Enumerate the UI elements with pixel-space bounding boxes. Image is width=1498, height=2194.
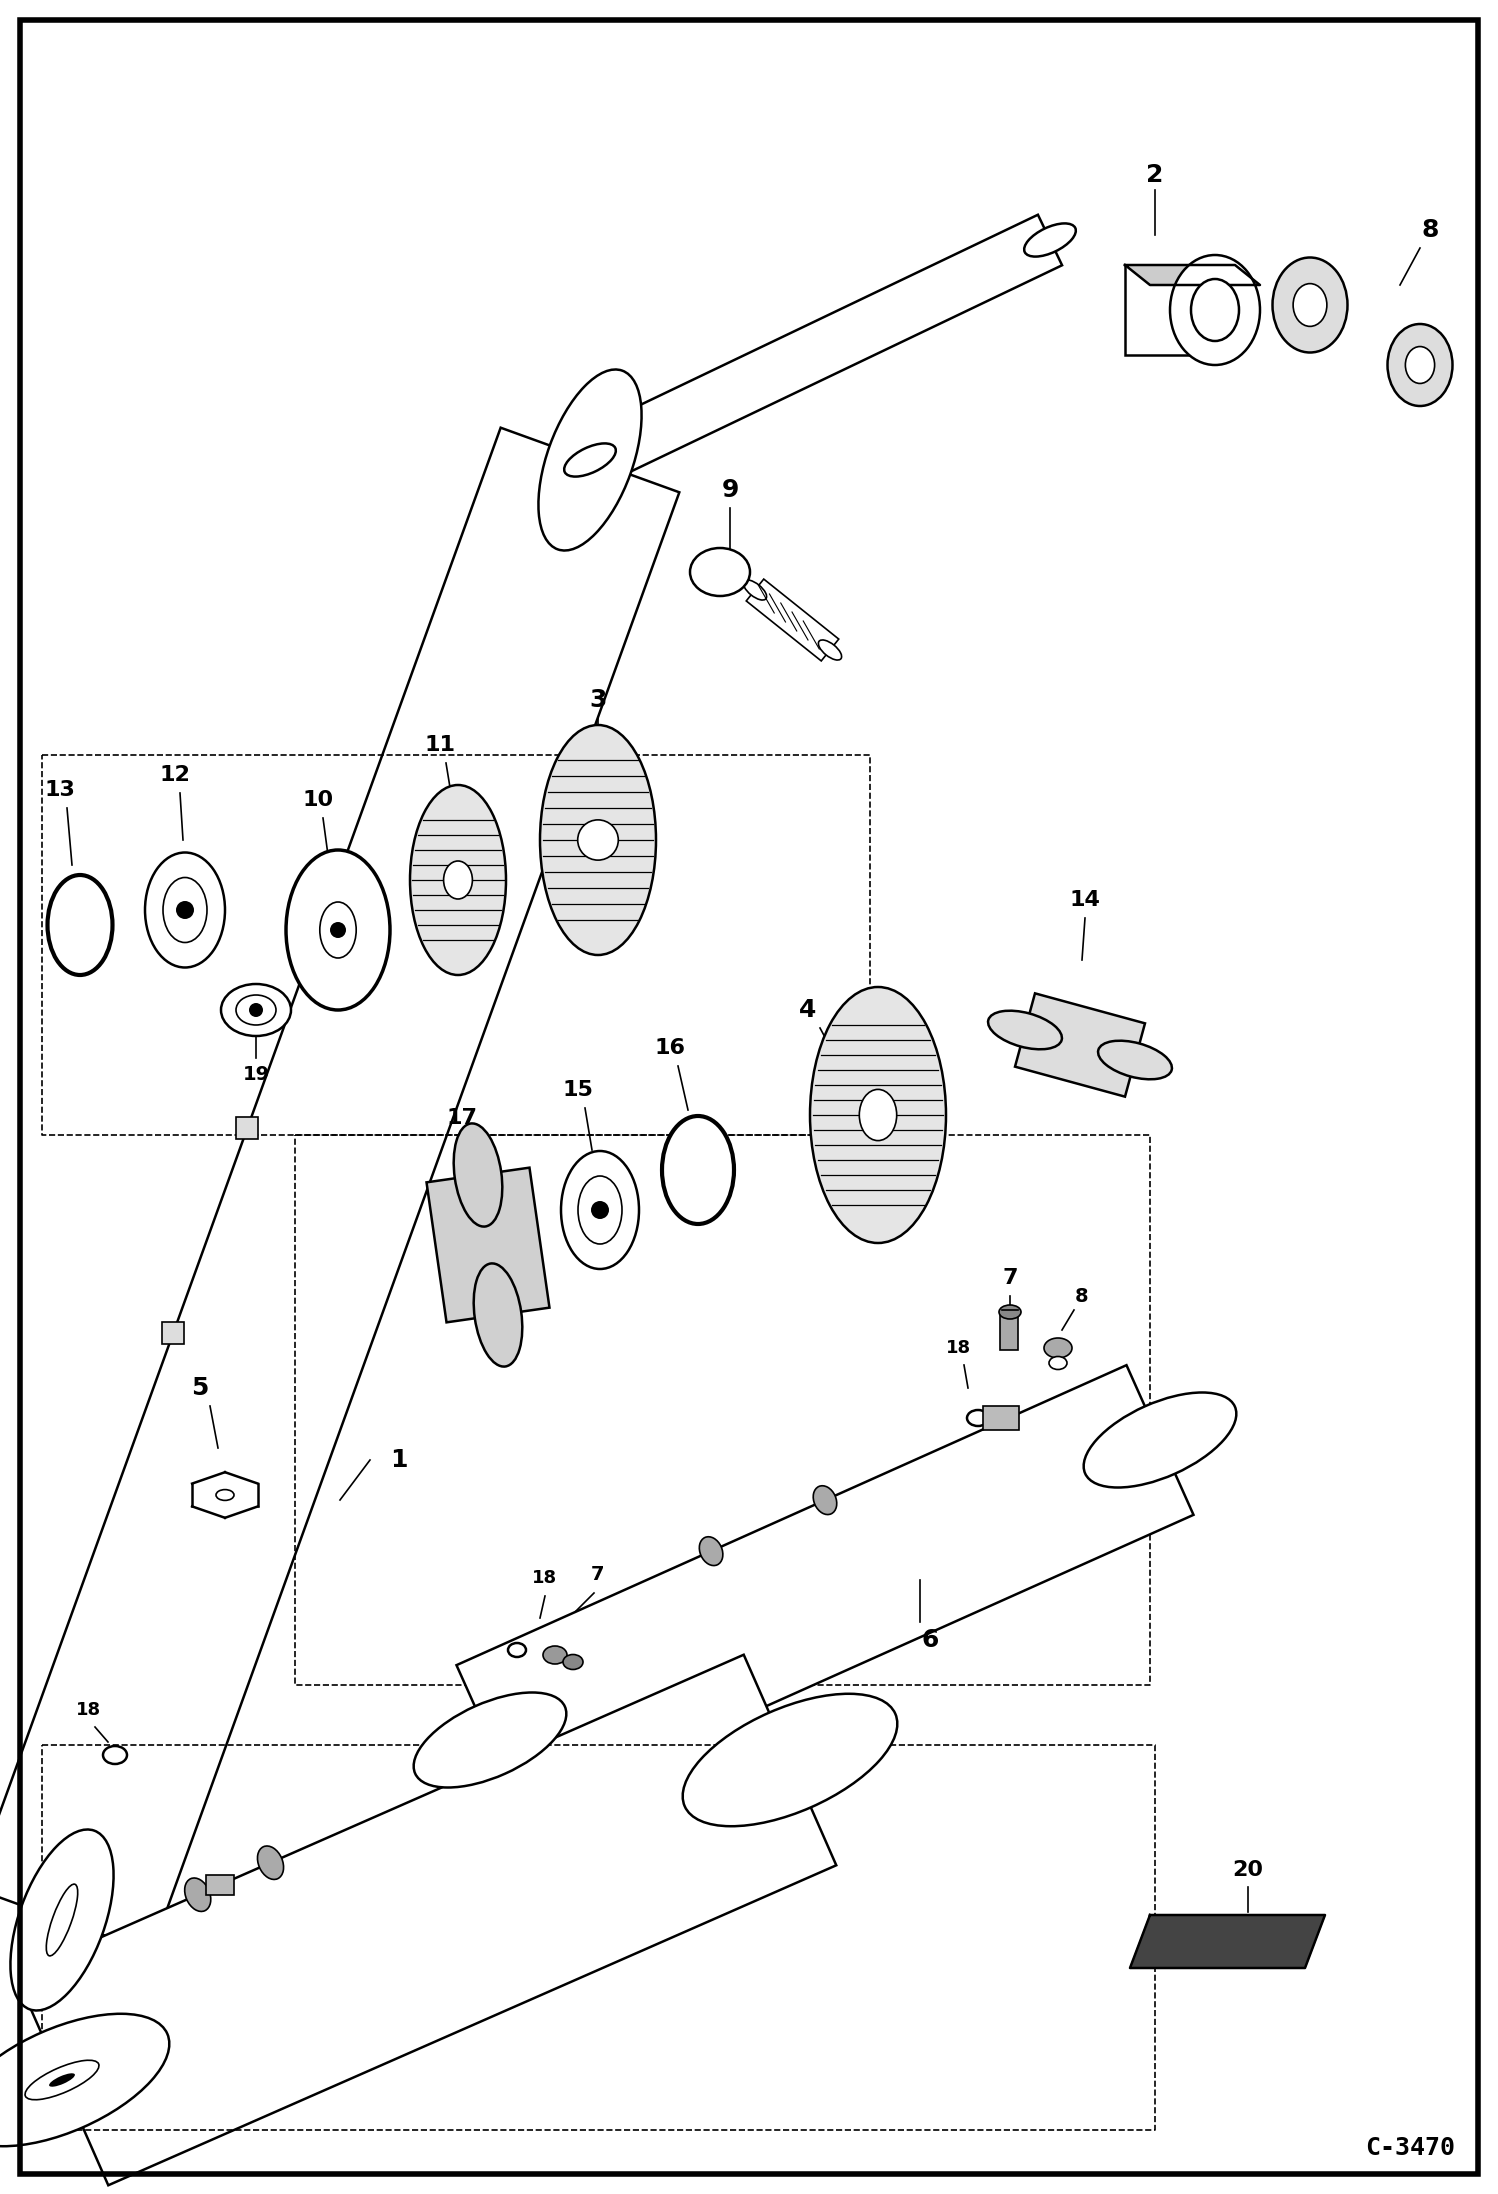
Circle shape [330, 921, 346, 939]
Ellipse shape [989, 1011, 1062, 1049]
Ellipse shape [184, 1878, 211, 1911]
Text: 14: 14 [1070, 891, 1101, 911]
Text: 15: 15 [563, 1079, 593, 1099]
Ellipse shape [46, 1885, 78, 1955]
Ellipse shape [473, 1264, 523, 1367]
Ellipse shape [1191, 279, 1239, 340]
Ellipse shape [222, 983, 291, 1036]
Ellipse shape [563, 1654, 583, 1670]
Ellipse shape [538, 369, 641, 551]
Polygon shape [746, 579, 839, 660]
Polygon shape [1016, 994, 1144, 1097]
Text: 18: 18 [945, 1338, 971, 1358]
Ellipse shape [818, 641, 842, 660]
Ellipse shape [1083, 1393, 1236, 1488]
Text: 16: 16 [655, 1038, 686, 1058]
Text: 4: 4 [800, 998, 816, 1022]
Ellipse shape [860, 1090, 897, 1141]
Text: 19: 19 [243, 1066, 270, 1084]
Ellipse shape [565, 443, 616, 476]
Bar [1001, 1312, 1019, 1349]
Ellipse shape [578, 1176, 622, 1244]
Ellipse shape [1405, 347, 1435, 384]
Text: 1: 1 [389, 1448, 407, 1472]
Ellipse shape [662, 1117, 734, 1224]
Ellipse shape [258, 1845, 283, 1880]
Ellipse shape [237, 996, 276, 1025]
Text: 8: 8 [1076, 1286, 1089, 1305]
Text: 11: 11 [424, 735, 455, 755]
Ellipse shape [542, 1646, 568, 1663]
Circle shape [249, 1003, 264, 1018]
Ellipse shape [48, 875, 112, 974]
Text: 13: 13 [45, 781, 75, 801]
Ellipse shape [163, 878, 207, 943]
Ellipse shape [560, 1152, 640, 1268]
Ellipse shape [443, 860, 472, 900]
Text: 2: 2 [1146, 162, 1164, 186]
Ellipse shape [743, 579, 767, 599]
Ellipse shape [700, 1536, 724, 1567]
Polygon shape [0, 428, 679, 1953]
Ellipse shape [454, 1123, 502, 1226]
Ellipse shape [319, 902, 357, 959]
Ellipse shape [10, 1830, 114, 2010]
Ellipse shape [1044, 1338, 1073, 1358]
Text: 6: 6 [921, 1628, 939, 1652]
Ellipse shape [1272, 257, 1348, 353]
Ellipse shape [1170, 255, 1260, 364]
Text: 7: 7 [592, 1567, 605, 1584]
Ellipse shape [691, 548, 750, 597]
Polygon shape [457, 1365, 1194, 1814]
Ellipse shape [810, 987, 947, 1244]
Ellipse shape [968, 1411, 989, 1426]
Ellipse shape [813, 1485, 837, 1514]
Bar [205, 1876, 234, 1896]
Text: 3: 3 [589, 689, 607, 713]
Bar [983, 1406, 1019, 1430]
Text: 17: 17 [446, 1108, 478, 1128]
Ellipse shape [1387, 325, 1453, 406]
Ellipse shape [1025, 224, 1076, 257]
Ellipse shape [103, 1746, 127, 1764]
Polygon shape [578, 215, 1062, 485]
Text: 5: 5 [192, 1376, 208, 1400]
Text: 18: 18 [532, 1569, 557, 1586]
Ellipse shape [216, 1490, 234, 1501]
Ellipse shape [683, 1694, 897, 1825]
Text: C-3470: C-3470 [1365, 2137, 1455, 2161]
Text: 18: 18 [75, 1700, 100, 1720]
Circle shape [175, 902, 195, 919]
Ellipse shape [578, 821, 619, 860]
Ellipse shape [1049, 1356, 1067, 1369]
Ellipse shape [410, 785, 506, 974]
Ellipse shape [508, 1643, 526, 1656]
Ellipse shape [145, 853, 225, 968]
Text: 12: 12 [160, 766, 190, 785]
Bar [162, 1323, 184, 1345]
Ellipse shape [1293, 283, 1327, 327]
Polygon shape [1129, 1915, 1326, 1968]
Circle shape [592, 1200, 610, 1220]
Ellipse shape [286, 849, 389, 1009]
Text: 20: 20 [1233, 1861, 1263, 1880]
Bar [237, 1117, 258, 1139]
Polygon shape [427, 1167, 550, 1323]
Text: 10: 10 [303, 790, 334, 810]
Ellipse shape [539, 724, 656, 954]
Text: 8: 8 [1422, 217, 1438, 241]
Ellipse shape [999, 1305, 1022, 1319]
Ellipse shape [49, 2073, 75, 2086]
Ellipse shape [25, 2060, 99, 2100]
Ellipse shape [0, 2014, 169, 2146]
Bar [1125, 265, 1234, 355]
Ellipse shape [413, 1692, 566, 1788]
Text: 7: 7 [1002, 1268, 1017, 1288]
Ellipse shape [1098, 1040, 1171, 1079]
Polygon shape [1125, 265, 1260, 285]
Polygon shape [15, 1654, 836, 2185]
Text: 9: 9 [722, 478, 739, 502]
